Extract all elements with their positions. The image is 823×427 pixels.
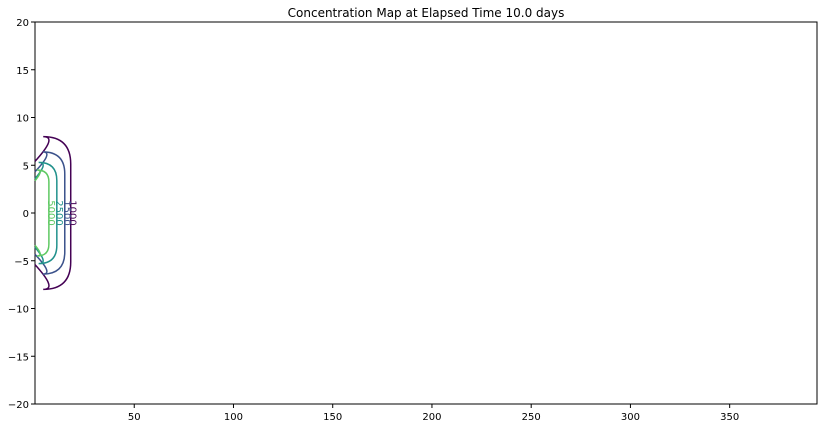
contour-label-1000: 1000: [67, 200, 78, 225]
x-tick-label: 300: [621, 412, 640, 423]
y-tick-label: −5: [14, 257, 29, 268]
y-tick-label: 0: [23, 209, 29, 220]
chart-title: Concentration Map at Elapsed Time 10.0 d…: [288, 6, 565, 20]
plot-area: [34, 21, 818, 405]
y-tick-label: −15: [8, 352, 29, 363]
y-tick-label: 5: [23, 161, 29, 172]
contour-line-1500: [34, 151, 66, 275]
y-tick-label: 15: [16, 66, 29, 77]
y-tick-label: 10: [16, 114, 29, 125]
contour-label-5000: 5000: [45, 200, 56, 225]
x-tick-label: 250: [522, 412, 541, 423]
x-tick-label: 50: [128, 412, 141, 423]
x-tick-label: 350: [720, 412, 739, 423]
x-tick-label: 200: [422, 412, 441, 423]
contour-line-5000: [34, 169, 50, 257]
x-tick-label: 150: [323, 412, 342, 423]
x-tick-label: 100: [224, 412, 243, 423]
y-tick-label: −20: [8, 400, 29, 411]
contour-line-2500: [34, 161, 58, 265]
y-tick-label: 20: [16, 18, 29, 29]
contour-lines: [34, 135, 72, 291]
x-axis: 50 100 150 200 250 300 350: [128, 404, 739, 423]
y-axis: 20 15 10 5 0 −5 −10 −15 −20: [8, 18, 35, 411]
contour-label-1500: 1500: [61, 200, 72, 225]
contour-line-1000: [34, 135, 72, 291]
contour-label-2500: 2500: [53, 200, 64, 225]
y-tick-label: −10: [8, 305, 29, 316]
